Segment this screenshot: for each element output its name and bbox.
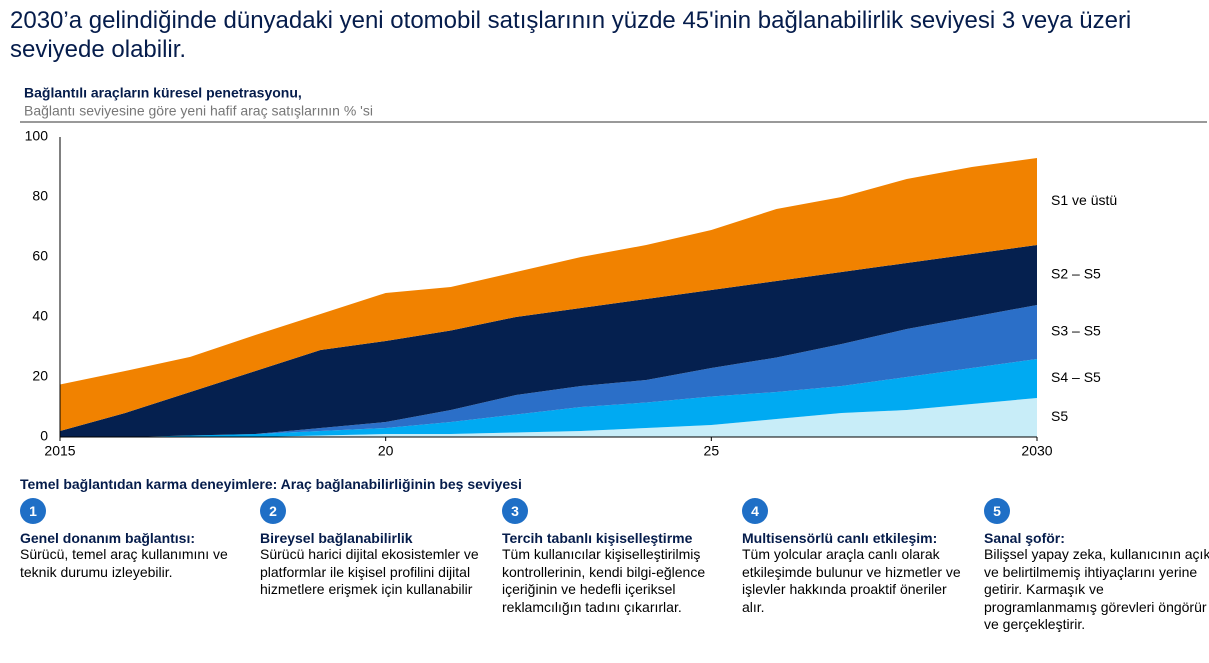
level-title: Tercih tabanlı kişiselleştirme	[502, 530, 693, 546]
level-number: 5	[984, 498, 1010, 524]
y-tick-label: 0	[40, 428, 48, 444]
x-tick-label: 25	[704, 443, 720, 459]
level-item: 1 Genel donanım bağlantısı: Sürücü, temel …	[20, 498, 248, 581]
y-tick-label: 40	[32, 308, 48, 324]
level-item: 3 Tercih tabanlı kişiselleştirme Tüm kulla…	[502, 498, 730, 616]
level-title: Genel donanım bağlantısı:	[20, 530, 196, 546]
x-tick-label: 2030	[1021, 443, 1052, 459]
area	[60, 398, 1037, 437]
level-text: Bilişsel yapay zeka, kullanıcının açık v…	[984, 546, 1209, 632]
level-number: 1	[20, 498, 46, 524]
level-title: Bireysel bağlanabilirlik	[260, 530, 413, 546]
series-label: S2 – S5	[1051, 266, 1101, 282]
series-label: S4 – S5	[1051, 369, 1101, 385]
level-item: 4 Multisensörlü canlı etkileşim: Tüm yolcu…	[742, 498, 970, 616]
y-tick-label: 60	[32, 248, 48, 264]
areas	[60, 158, 1037, 437]
level-number: 3	[502, 498, 528, 524]
area	[60, 158, 1037, 431]
level-title: Sanal şoför:	[984, 530, 1065, 546]
level-item: 2 Bireysel bağlanabilirlik Sürücü harici d…	[260, 498, 488, 599]
series-label: S5	[1051, 408, 1068, 424]
y-tick-label: 20	[32, 368, 48, 384]
x-tick-label: 20	[378, 443, 394, 459]
area	[60, 305, 1037, 437]
level-text: Sürücü harici dijital ekosistemler ve pl…	[260, 546, 479, 597]
chart: Bağlantılı araçların küresel penetrasyon…	[20, 85, 1207, 459]
level-text: Sürücü, temel araç kullanımını ve teknik…	[20, 546, 228, 580]
level-title: Multisensörlü canlı etkileşim:	[742, 530, 938, 546]
level-text: Tüm kullanıcılar kişiselleştirilmiş kont…	[502, 546, 706, 615]
series-label: S1 ve üstü	[1051, 192, 1117, 208]
y-tick-label: 80	[32, 188, 48, 204]
chart-subtitle: Bağlantı seviyesine göre yeni hafif araç…	[24, 103, 373, 119]
level-text: Tüm yolcular araçla canlı olarak etkileş…	[742, 546, 961, 615]
level-number: 4	[742, 498, 768, 524]
level-number: 2	[260, 498, 286, 524]
chart-title: Bağlantılı araçların küresel penetrasyon…	[24, 85, 302, 101]
y-tick-label: 100	[25, 128, 49, 144]
area	[60, 245, 1037, 437]
page-title: 2030’a gelindiğinde dünyadaki yeni otomo…	[10, 7, 1132, 63]
level-item: 5 Sanal şoför: Bilişsel yapay zeka, kullan…	[984, 498, 1209, 634]
x-tick-label: 2015	[44, 443, 75, 459]
area	[60, 359, 1037, 437]
levels-heading: Temel bağlantıdan karma deneyimlere: Ara…	[20, 476, 522, 492]
series-label: S3 – S5	[1051, 323, 1101, 339]
